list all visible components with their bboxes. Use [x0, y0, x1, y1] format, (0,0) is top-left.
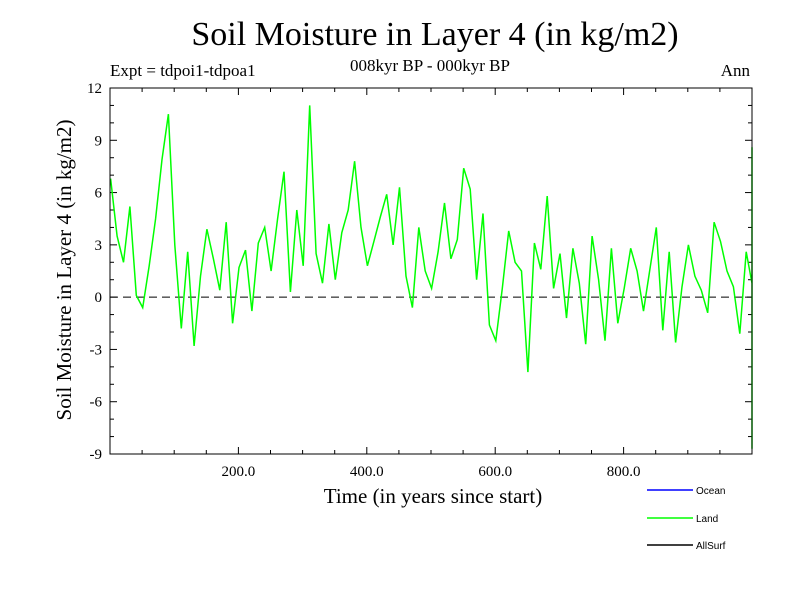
- y-axis-label: Soil Moisture in Layer 4 (in kg/m2): [52, 120, 76, 421]
- chart-title: Soil Moisture in Layer 4 (in kg/m2): [191, 16, 679, 53]
- series-line-land: [109, 105, 753, 449]
- legend-land-label: Land: [696, 514, 718, 525]
- y-tick-label: -9: [90, 447, 103, 463]
- season-label: Ann: [720, 61, 750, 80]
- legend-ocean-label: Ocean: [696, 486, 725, 497]
- y-tick-label: 12: [87, 81, 102, 97]
- legend-allsurf-label: AllSurf: [696, 541, 726, 552]
- y-tick-label: -6: [90, 395, 103, 411]
- x-axis-label: Time (in years since start): [324, 484, 543, 508]
- period-label: 008kyr BP - 000kyr BP: [350, 56, 510, 75]
- y-tick-label: 3: [95, 238, 103, 254]
- y-tick-label: -3: [90, 342, 103, 358]
- axis-ticks: [110, 87, 752, 455]
- y-tick-label: 6: [95, 186, 103, 202]
- y-tick-labels: -9 -6 -3 0 3 6 9 12: [87, 81, 103, 463]
- y-tick-label: 9: [95, 133, 103, 149]
- x-tick-labels: 200.0 400.0 600.0 800.0: [222, 464, 641, 480]
- x-tick-label: 800.0: [607, 464, 641, 480]
- x-tick-label: 600.0: [478, 464, 512, 480]
- x-tick-label: 200.0: [222, 464, 256, 480]
- x-tick-label: 400.0: [350, 464, 384, 480]
- y-tick-label: 0: [95, 290, 103, 306]
- experiment-label: Expt = tdpoi1-tdpoa1: [110, 61, 256, 80]
- legend: Ocean Land AllSurf: [647, 486, 726, 552]
- plot-frame: [109, 87, 753, 455]
